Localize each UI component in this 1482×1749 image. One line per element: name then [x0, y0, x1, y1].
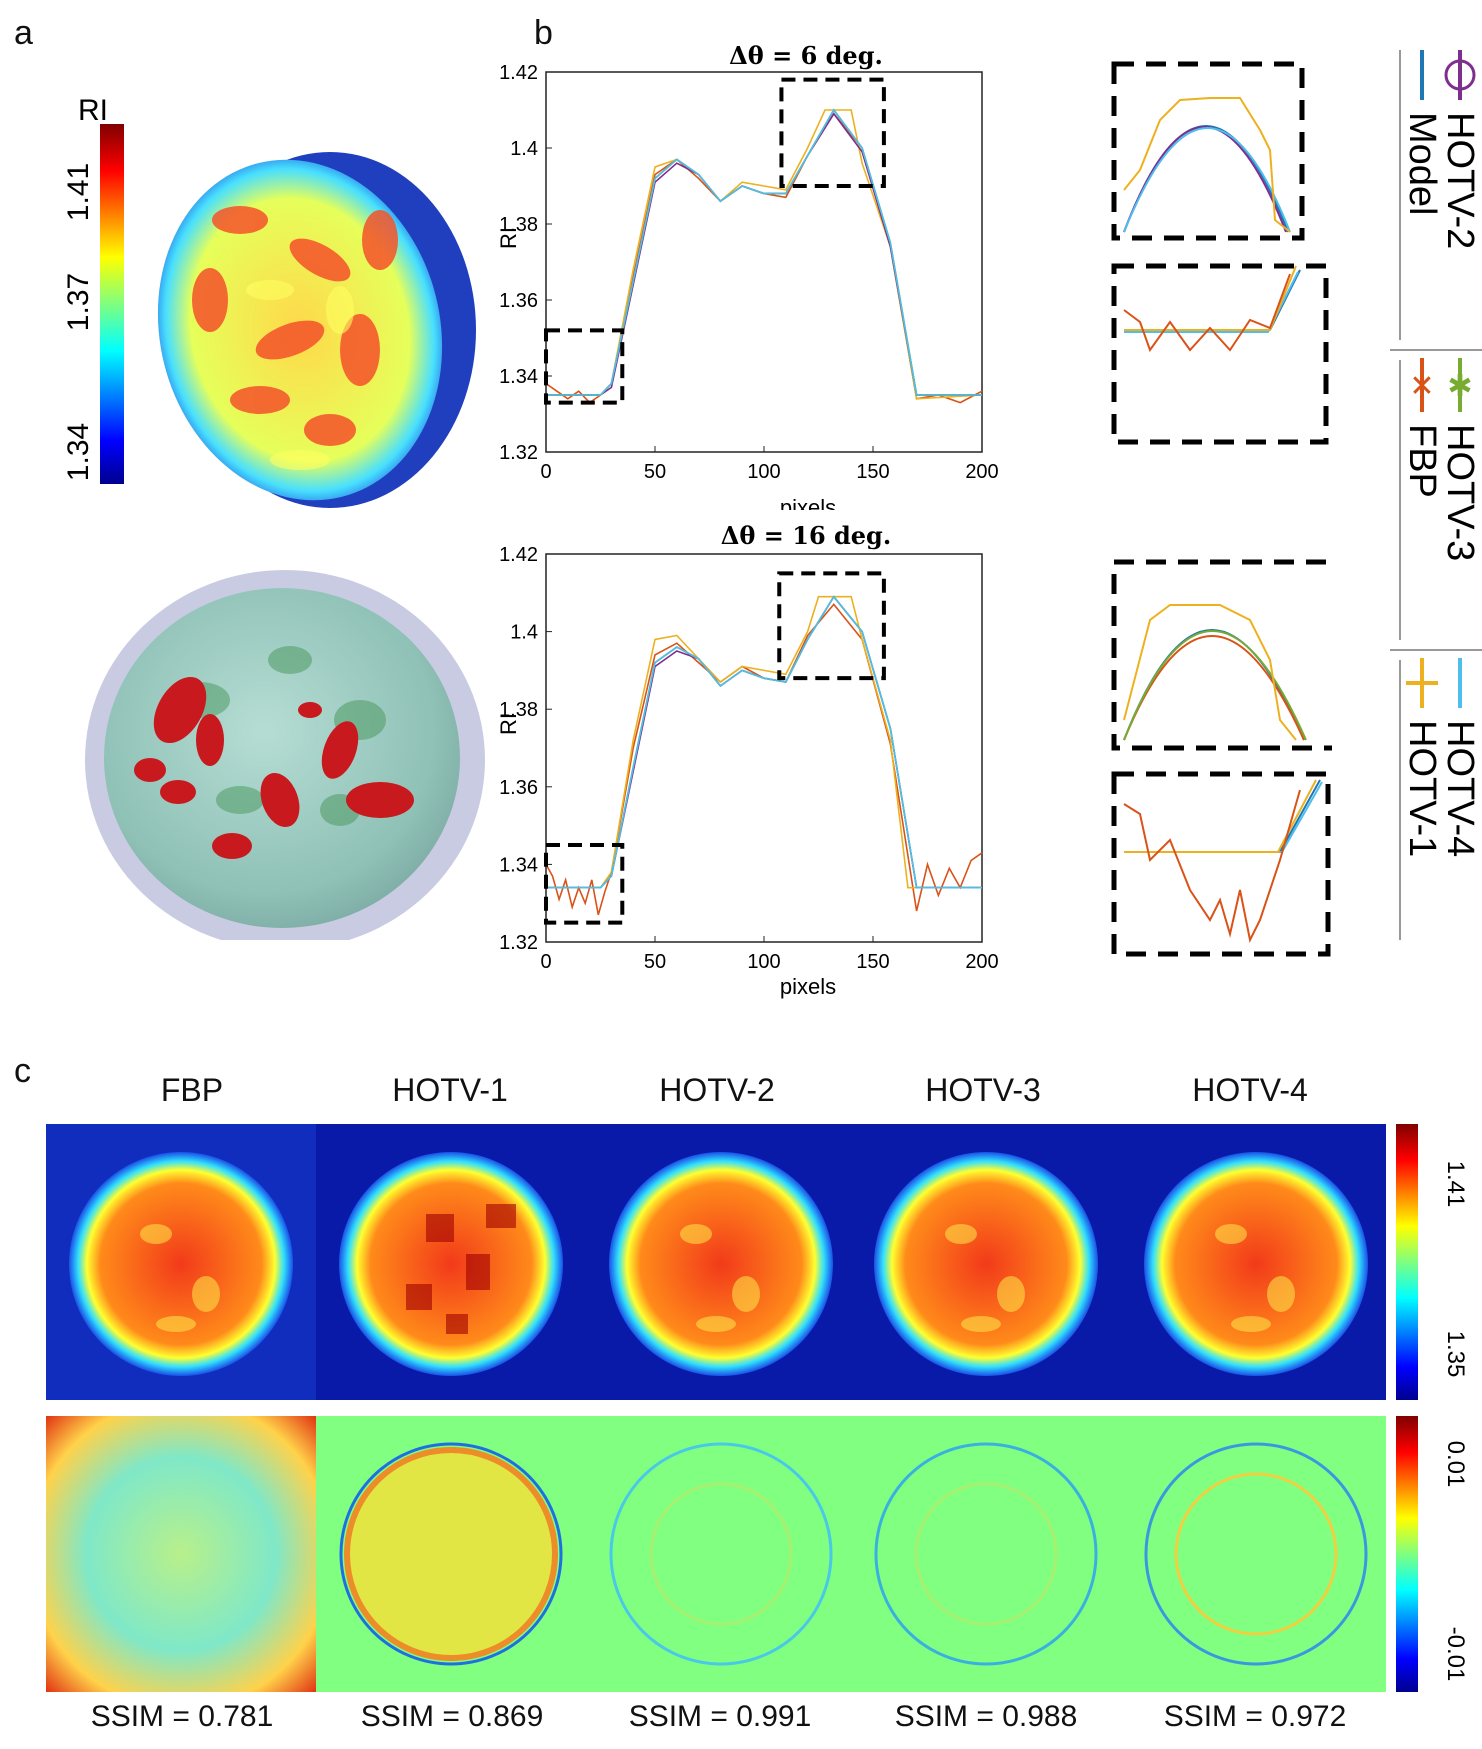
ssim-hotv1: SSIM = 0.869 — [360, 1700, 544, 1733]
legend-model: Model — [1401, 112, 1443, 216]
ssim-fbp: SSIM = 0.781 — [90, 1700, 274, 1733]
series-line-hotv-4 — [546, 595, 982, 889]
zoom-insets — [1111, 61, 1332, 957]
y-tick-label: 1.36 — [499, 777, 538, 799]
series-line-hotv-1 — [546, 595, 982, 889]
panel-a-colorbar — [100, 124, 124, 484]
panel-a-tick-1-41: 1.41 — [62, 163, 95, 221]
y-tick-label: 1.32 — [499, 932, 538, 954]
series-line-hotv-1 — [546, 109, 983, 400]
panel-c-title-fbp: FBP — [160, 1072, 224, 1108]
ssim-hotv4: SSIM = 0.972 — [1163, 1700, 1347, 1733]
panel-label-c: c — [14, 1052, 31, 1090]
panel-c-colorbar-recon — [1396, 1124, 1418, 1400]
panel-b-legend: HOTV-2 Model ✱ HOTV-3 ✕ FBP HOTV-4 HOTV-… — [1390, 50, 1482, 940]
x-tick-label: 0 — [540, 951, 551, 973]
panel-c-title-hotv2: HOTV-2 — [659, 1072, 775, 1108]
panel-c-error-rings — [339, 1442, 1368, 1666]
y-tick-label: 1.38 — [499, 699, 538, 721]
panel-c-recon-discs — [69, 1152, 1368, 1376]
legend-hotv4: HOTV-4 — [1439, 720, 1481, 857]
series-line-hotv-4 — [546, 108, 982, 396]
x-tick-label: 150 — [856, 461, 889, 483]
panel-c-cb1-tick-bottom: 1.35 — [1442, 1331, 1469, 1378]
panel-c-cb1-tick-top: 1.41 — [1442, 1161, 1469, 1208]
panel-label-b: b — [534, 14, 553, 52]
y-tick-label: 1.34 — [499, 854, 538, 876]
chart-bottom-xlabel: pixels — [780, 974, 836, 999]
x-tick-label: 0 — [540, 461, 551, 483]
panel-a-colorbar-title: RI — [78, 94, 108, 127]
panel-a-cell-slice — [157, 152, 476, 508]
x-tick-label: 100 — [747, 951, 780, 973]
chart-top-title: Δθ = 6 deg. — [729, 41, 883, 70]
ssim-hotv2: SSIM = 0.991 — [628, 1700, 812, 1733]
legend-fbp: FBP — [1401, 424, 1443, 498]
chart-top: Δθ = 6 deg. RI pixels 1.42 1.4 1.38 1.36 1.3… — [496, 41, 999, 510]
plot-area — [545, 71, 983, 453]
x-tick-label: 200 — [965, 951, 998, 973]
y-tick-label: 1.4 — [510, 138, 538, 160]
panel-c-title-hotv3: HOTV-3 — [925, 1072, 1041, 1108]
x-tick-label: 150 — [856, 951, 889, 973]
inset-peak-bottom — [1111, 559, 1332, 751]
y-tick-label: 1.34 — [499, 366, 538, 388]
ssim-hotv3: SSIM = 0.988 — [894, 1700, 1078, 1733]
panel-a-tick-1-37: 1.37 — [62, 273, 95, 331]
panel-label-a: a — [14, 14, 33, 52]
legend-hotv1: HOTV-1 — [1401, 720, 1443, 857]
panel-a-isosurface — [85, 570, 485, 940]
chart-bottom-ylabel: RI — [496, 713, 521, 735]
chart-bottom-title: Δθ = 16 deg. — [721, 521, 891, 550]
panel-c-title-hotv1: HOTV-1 — [392, 1072, 508, 1108]
x-tick-label: 50 — [644, 461, 666, 483]
inset-base-top — [1111, 263, 1329, 445]
panel-c-ssim-row: SSIM = 0.781 SSIM = 0.869 SSIM = 0.991 S… — [0, 1700, 1482, 1746]
chart-top-xlabel: pixels — [780, 495, 836, 510]
panel-c-cb2-tick-top: 0.01 — [1442, 1441, 1469, 1488]
panel-c-cb2-tick-bottom: -0.01 — [1442, 1627, 1469, 1682]
x-tick-label: 200 — [965, 461, 998, 483]
zoom-region-box — [544, 328, 625, 405]
y-tick-label: 1.32 — [499, 442, 538, 464]
y-tick-label: 1.38 — [499, 214, 538, 236]
panel-c-recon-texture — [140, 1224, 1295, 1332]
y-tick-label: 1.36 — [499, 290, 538, 312]
x-tick-label: 100 — [747, 461, 780, 483]
legend-hotv2: HOTV-2 — [1439, 112, 1481, 249]
chart-top-ylabel: RI — [496, 227, 521, 249]
legend-hotv3: HOTV-3 — [1439, 424, 1481, 561]
inset-peak-top — [1111, 61, 1305, 241]
zoom-region-box — [779, 77, 886, 188]
panel-a: RI 1.41 1.37 1.34 — [62, 94, 485, 940]
y-tick-label: 1.4 — [510, 622, 538, 644]
zoom-region-box — [544, 843, 625, 925]
panel-a-tick-1-34: 1.34 — [62, 423, 95, 481]
y-tick-label: 1.42 — [499, 544, 538, 566]
panel-c-colorbar-error — [1396, 1416, 1418, 1692]
inset-base-bottom — [1111, 771, 1331, 957]
plot-area — [545, 553, 983, 943]
y-tick-label: 1.42 — [499, 62, 538, 84]
panel-c-error-fbp — [46, 1416, 316, 1692]
x-tick-label: 50 — [644, 951, 666, 973]
svg-text:✱: ✱ — [1447, 370, 1472, 403]
svg-text:✕: ✕ — [1409, 370, 1434, 403]
chart-bottom: Δθ = 16 deg. RI pixels 1.42 1.4 1.38 1.36 1.… — [496, 521, 999, 999]
panel-c-title-hotv4: HOTV-4 — [1192, 1072, 1308, 1108]
zoom-region-box — [777, 571, 886, 681]
panel-c-maps: 1.41 1.35 0.01 -0.01 — [46, 1124, 1469, 1692]
panel-c-titles: FBP HOTV-1 HOTV-2 HOTV-3 HOTV-4 — [0, 1072, 1482, 1122]
